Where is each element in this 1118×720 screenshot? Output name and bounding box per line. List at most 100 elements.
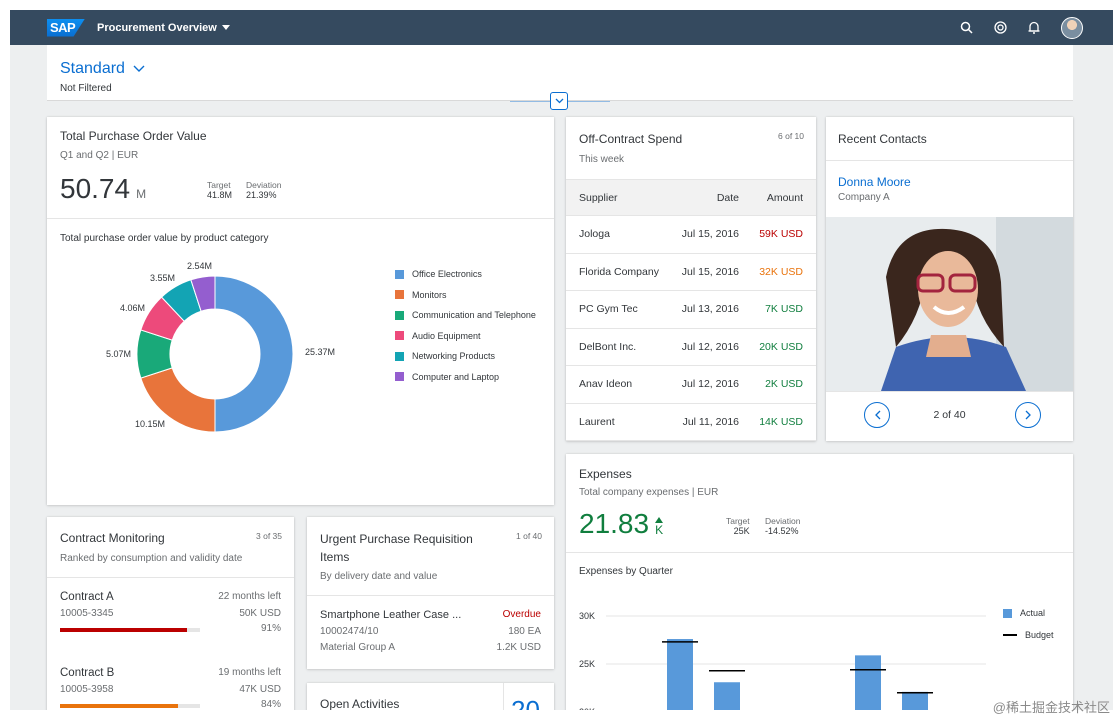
chevron-down-icon: [555, 98, 563, 104]
expenses-bar-chart[interactable]: 30K 25K 20K: [566, 594, 986, 710]
pr-item-qty: 180 EA: [508, 626, 541, 637]
card-title: Off-Contract Spend: [579, 132, 683, 146]
card-title: Recent Contacts: [838, 132, 927, 146]
table-row[interactable]: Florida Company Jul 15, 2016 32K USD: [566, 254, 816, 291]
chevron-right-icon: [1025, 410, 1031, 420]
total-po-card[interactable]: Total Purchase Order Value Q1 and Q2 | E…: [47, 117, 554, 505]
pr-item-value: 1.2K USD: [496, 642, 541, 653]
card-counter: 3 of 35: [256, 531, 282, 541]
deviation-label: Deviation: [246, 180, 282, 190]
consumption-bar: [60, 628, 200, 632]
legend-swatch: [395, 331, 404, 341]
supplier-cell: Jologa: [579, 228, 610, 241]
legend-item: Computer and Laptop: [395, 367, 536, 388]
card-counter: 6 of 10: [778, 131, 804, 141]
contract-value: 50K USD: [239, 608, 281, 619]
contract-percent: 91%: [260, 623, 281, 634]
urgent-pr-card[interactable]: Urgent Purchase Requisition Items 1 of 4…: [307, 517, 554, 669]
next-contact-button[interactable]: [1015, 402, 1041, 428]
variant-selector[interactable]: Standard: [60, 60, 145, 78]
card-title: Expenses: [579, 467, 632, 481]
bell-icon[interactable]: [1027, 21, 1041, 35]
card-title: Open Activities: [320, 697, 400, 710]
slice-label: 4.06M: [120, 303, 145, 313]
legend-item: Networking Products: [395, 346, 536, 367]
donut-slice[interactable]: [190, 275, 216, 312]
expand-header-button[interactable]: [550, 92, 568, 110]
legend-item: Audio Equipment: [395, 326, 536, 347]
contract-name: Contract B: [60, 667, 115, 679]
copilot-icon[interactable]: [993, 21, 1007, 35]
actual-bar[interactable]: [855, 655, 881, 710]
contract-item[interactable]: Contract A 22 months left 10005-3345 50K US…: [60, 591, 281, 651]
actual-bar[interactable]: [667, 639, 693, 710]
card-subtitle: Total company expenses | EUR: [579, 487, 719, 498]
legend-swatch: [1003, 608, 1012, 618]
previous-contact-button[interactable]: [864, 402, 890, 428]
card-title: Total Purchase Order Value: [60, 129, 207, 143]
actual-bar[interactable]: [902, 691, 928, 710]
table-row[interactable]: DelBont Inc. Jul 12, 2016 20K USD: [566, 329, 816, 366]
contract-monitoring-card[interactable]: Contract Monitoring 3 of 35 Ranked by co…: [47, 517, 294, 710]
donut-chart[interactable]: 25.37M 10.15M 5.07M 4.06M 3.55M 2.54M: [47, 257, 377, 497]
amount-cell: 20K USD: [759, 340, 803, 353]
contract-value: 47K USD: [239, 684, 281, 695]
table-row[interactable]: Anav Ideon Jul 12, 2016 2K USD: [566, 366, 816, 404]
contract-item[interactable]: Contract B 19 months left 10005-3958 47K US…: [60, 667, 281, 710]
table-header: Supplier Date Amount: [566, 179, 816, 216]
contact-company: Company A: [838, 192, 890, 203]
card-divider: [826, 391, 1073, 392]
date-cell: Jul 15, 2016: [681, 265, 739, 278]
card-divider: [826, 160, 1073, 161]
shell-bar: SAP Procurement Overview: [10, 10, 1113, 45]
legend-swatch: [395, 351, 404, 361]
slice-label: 5.07M: [106, 349, 131, 359]
table-row[interactable]: Jologa Jul 15, 2016 59K USD: [566, 216, 816, 254]
card-subtitle: By delivery date and value: [320, 571, 438, 582]
search-icon[interactable]: [959, 21, 973, 35]
date-cell: Jul 13, 2016: [681, 303, 739, 316]
slice-label: 10.15M: [135, 419, 165, 429]
app-frame: SAP Procurement Overview Standard Not Fi…: [10, 10, 1113, 710]
card-divider: [503, 683, 504, 710]
card-subtitle: Ranked by consumption and validity date: [60, 553, 243, 564]
filter-status: Not Filtered: [60, 83, 112, 94]
supplier-cell: Laurent: [579, 415, 615, 428]
legend-line: [1003, 634, 1017, 636]
open-activities-card[interactable]: Open Activities 20: [307, 683, 554, 710]
card-divider: [47, 218, 554, 219]
column-supplier: Supplier: [579, 191, 618, 204]
consumption-fill: [60, 704, 178, 708]
pr-item[interactable]: Smartphone Leather Case ... Overdue 1000…: [320, 609, 541, 653]
target-value: 25K: [733, 526, 750, 536]
card-counter: 1 of 40: [516, 531, 542, 541]
y-tick-label: 25K: [579, 659, 595, 669]
user-avatar[interactable]: [1061, 16, 1083, 39]
contract-time-left: 22 months left: [218, 591, 281, 602]
donut-slice[interactable]: [214, 275, 294, 433]
off-contract-card[interactable]: Off-Contract Spend 6 of 10 This week Sup…: [566, 117, 816, 441]
table-row[interactable]: PC Gym Tec Jul 13, 2016 7K USD: [566, 291, 816, 329]
card-subtitle: Q1 and Q2 | EUR: [60, 150, 139, 161]
contact-name[interactable]: Donna Moore: [838, 175, 911, 189]
expenses-card[interactable]: Expenses Total company expenses | EUR 21…: [566, 454, 1073, 710]
target-label: Target: [726, 516, 750, 526]
actual-bar[interactable]: [714, 682, 740, 710]
slice-label: 2.54M: [187, 261, 212, 271]
consumption-fill: [60, 628, 188, 632]
date-cell: Jul 11, 2016: [682, 415, 739, 428]
legend-item: Monitors: [395, 285, 536, 306]
table-row[interactable]: Laurent Jul 11, 2016 14K USD: [566, 404, 816, 441]
legend-label: Office Electronics: [412, 269, 482, 280]
deviation-value: 21.39%: [246, 190, 277, 200]
supplier-cell: Anav Ideon: [579, 378, 633, 391]
y-tick-label: 20K: [579, 707, 595, 710]
app-title-menu[interactable]: Procurement Overview: [97, 22, 230, 34]
caret-down-icon: [221, 24, 230, 30]
watermark: @稀土掘金技术社区: [992, 700, 1110, 715]
legend-label: Communication and Telephone: [412, 310, 536, 321]
recent-contacts-card[interactable]: Recent Contacts Donna Moore Company A 2 …: [826, 117, 1073, 441]
sap-logo: SAP: [47, 18, 85, 37]
date-cell: Jul 12, 2016: [681, 340, 739, 353]
legend-swatch: [395, 290, 404, 300]
